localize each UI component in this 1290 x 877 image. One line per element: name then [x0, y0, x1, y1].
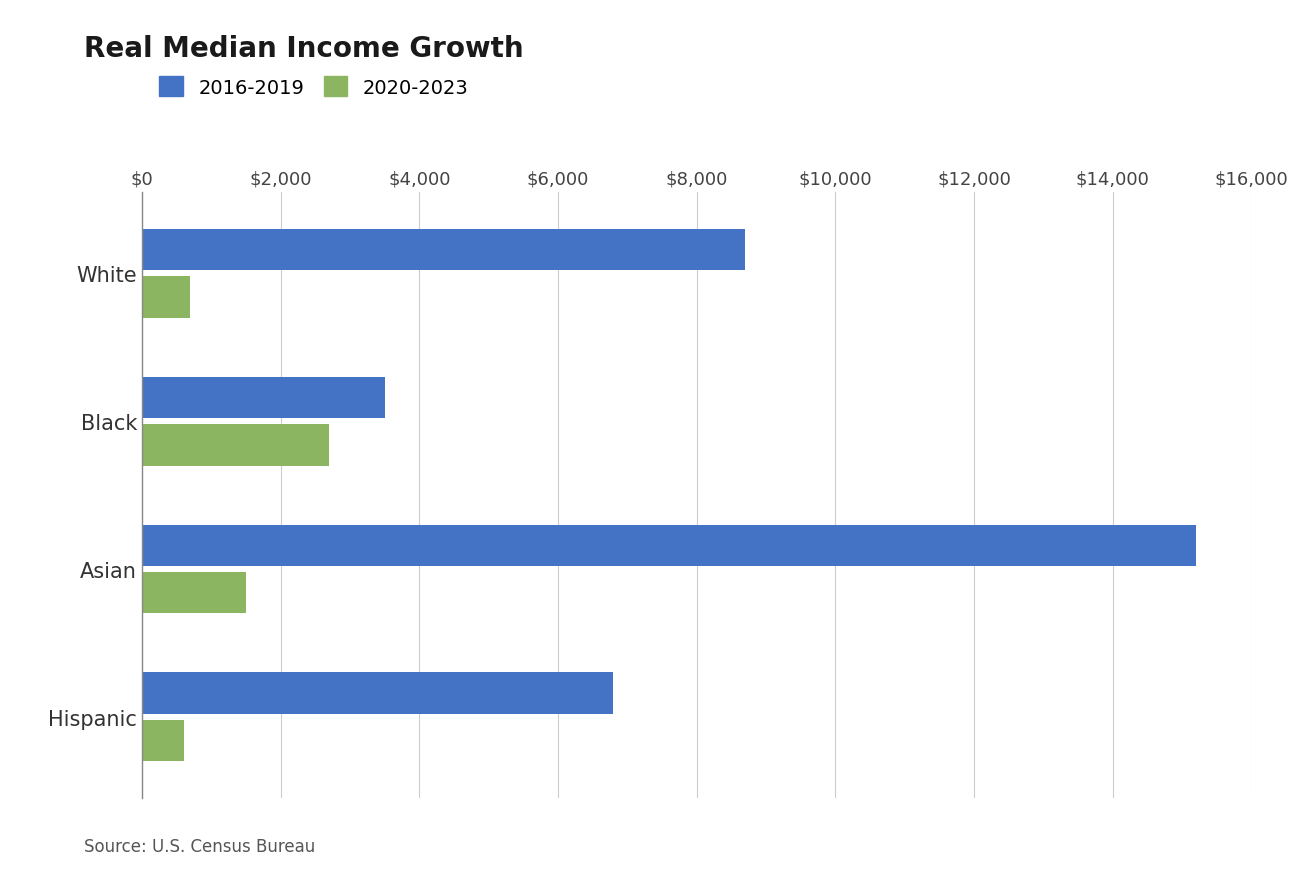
Bar — [142, 525, 1196, 567]
Bar — [142, 673, 614, 714]
Text: Real Median Income Growth: Real Median Income Growth — [84, 35, 524, 63]
Bar — [142, 573, 246, 614]
Bar — [142, 424, 329, 466]
Bar — [142, 377, 384, 418]
Bar — [142, 277, 191, 318]
Bar — [142, 230, 746, 271]
Legend: 2016-2019, 2020-2023: 2016-2019, 2020-2023 — [152, 69, 476, 105]
Text: Source: U.S. Census Bureau: Source: U.S. Census Bureau — [84, 837, 315, 855]
Bar — [142, 720, 183, 761]
